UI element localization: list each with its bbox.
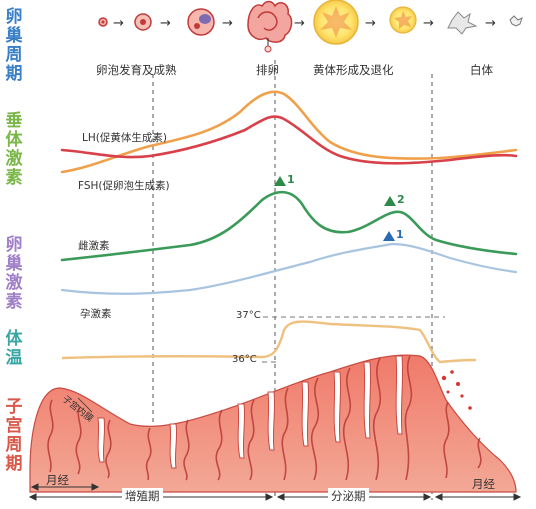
estrogen-label: 雌激素 — [78, 240, 110, 252]
arrow-icon: → — [365, 16, 376, 31]
temp-low-label: 36°C — [232, 354, 257, 365]
progesterone-curve — [60, 242, 518, 295]
progesterone-peak-1-triangle — [383, 231, 395, 241]
estrogen-peak-1-number: 1 — [287, 173, 295, 186]
phase-menstrual-left: 月经 — [46, 473, 69, 487]
basal-temperature-curve — [61, 320, 477, 364]
endometrial-glands — [47, 355, 482, 481]
progesterone-label: 孕激素 — [80, 308, 112, 320]
stage-follicle-development: 卵泡发育及成熟 — [96, 63, 177, 77]
side-label-uterine-cycle: 子宫周期 — [5, 397, 23, 474]
pituitary-hormone-curves — [60, 90, 518, 174]
estrogen-peak-2-number: 2 — [397, 193, 405, 206]
side-label-pituitary-hormone: 垂体激素 — [5, 111, 23, 188]
peak-markers — [274, 176, 396, 241]
ovarian-hormone-curves — [60, 190, 518, 295]
temperature-section — [61, 316, 477, 364]
estrogen-peak-1-triangle — [274, 176, 286, 186]
arrow-icon: → — [160, 16, 171, 31]
ovulating-follicle-icon — [247, 0, 293, 43]
menstrual-blood-drops — [441, 370, 472, 410]
stage-ovulation: 排卵 — [256, 63, 279, 77]
fsh-label: FSH(促卵泡生成素) — [78, 180, 170, 192]
arrow-icon: → — [222, 16, 233, 31]
arrow-icon: → — [485, 16, 496, 31]
endometrium-pointer — [77, 397, 93, 413]
lh-label: LH(促黄体生成素) — [82, 132, 167, 144]
stage-corpus-albicans: 白体 — [470, 63, 493, 77]
arrow-icon: → — [113, 16, 124, 31]
side-label-body-temp: 体温 — [5, 329, 23, 368]
corpus-albicans-icon — [447, 11, 478, 35]
temp-high-label: 37°C — [236, 310, 261, 321]
estrogen-peak-2-triangle — [384, 196, 396, 206]
side-label-ovary-cycle: 卵巢周期 — [5, 7, 23, 84]
endometrial-clefts — [97, 355, 404, 469]
phase-proliferative: 增殖期 — [122, 488, 163, 504]
shrinking-body-icon — [509, 15, 523, 27]
lh-curve — [60, 90, 518, 174]
phase-secretory: 分泌期 — [328, 488, 369, 504]
estrogen-curve — [60, 190, 518, 262]
arrow-icon: → — [423, 16, 434, 31]
progesterone-peak-1-number: 1 — [396, 228, 404, 241]
arrow-icon: → — [294, 16, 305, 31]
released-ovum-icon — [264, 45, 272, 53]
side-label-ovarian-hormone: 卵巢激素 — [5, 235, 23, 312]
endometrium-illustration — [29, 354, 517, 493]
ovary-follicle-sequence: → → → → → → → — [98, 0, 523, 53]
fsh-curve — [60, 115, 518, 165]
phase-menstrual-right: 月经 — [472, 477, 495, 491]
stage-corpus-luteum: 黄体形成及退化 — [313, 63, 394, 77]
